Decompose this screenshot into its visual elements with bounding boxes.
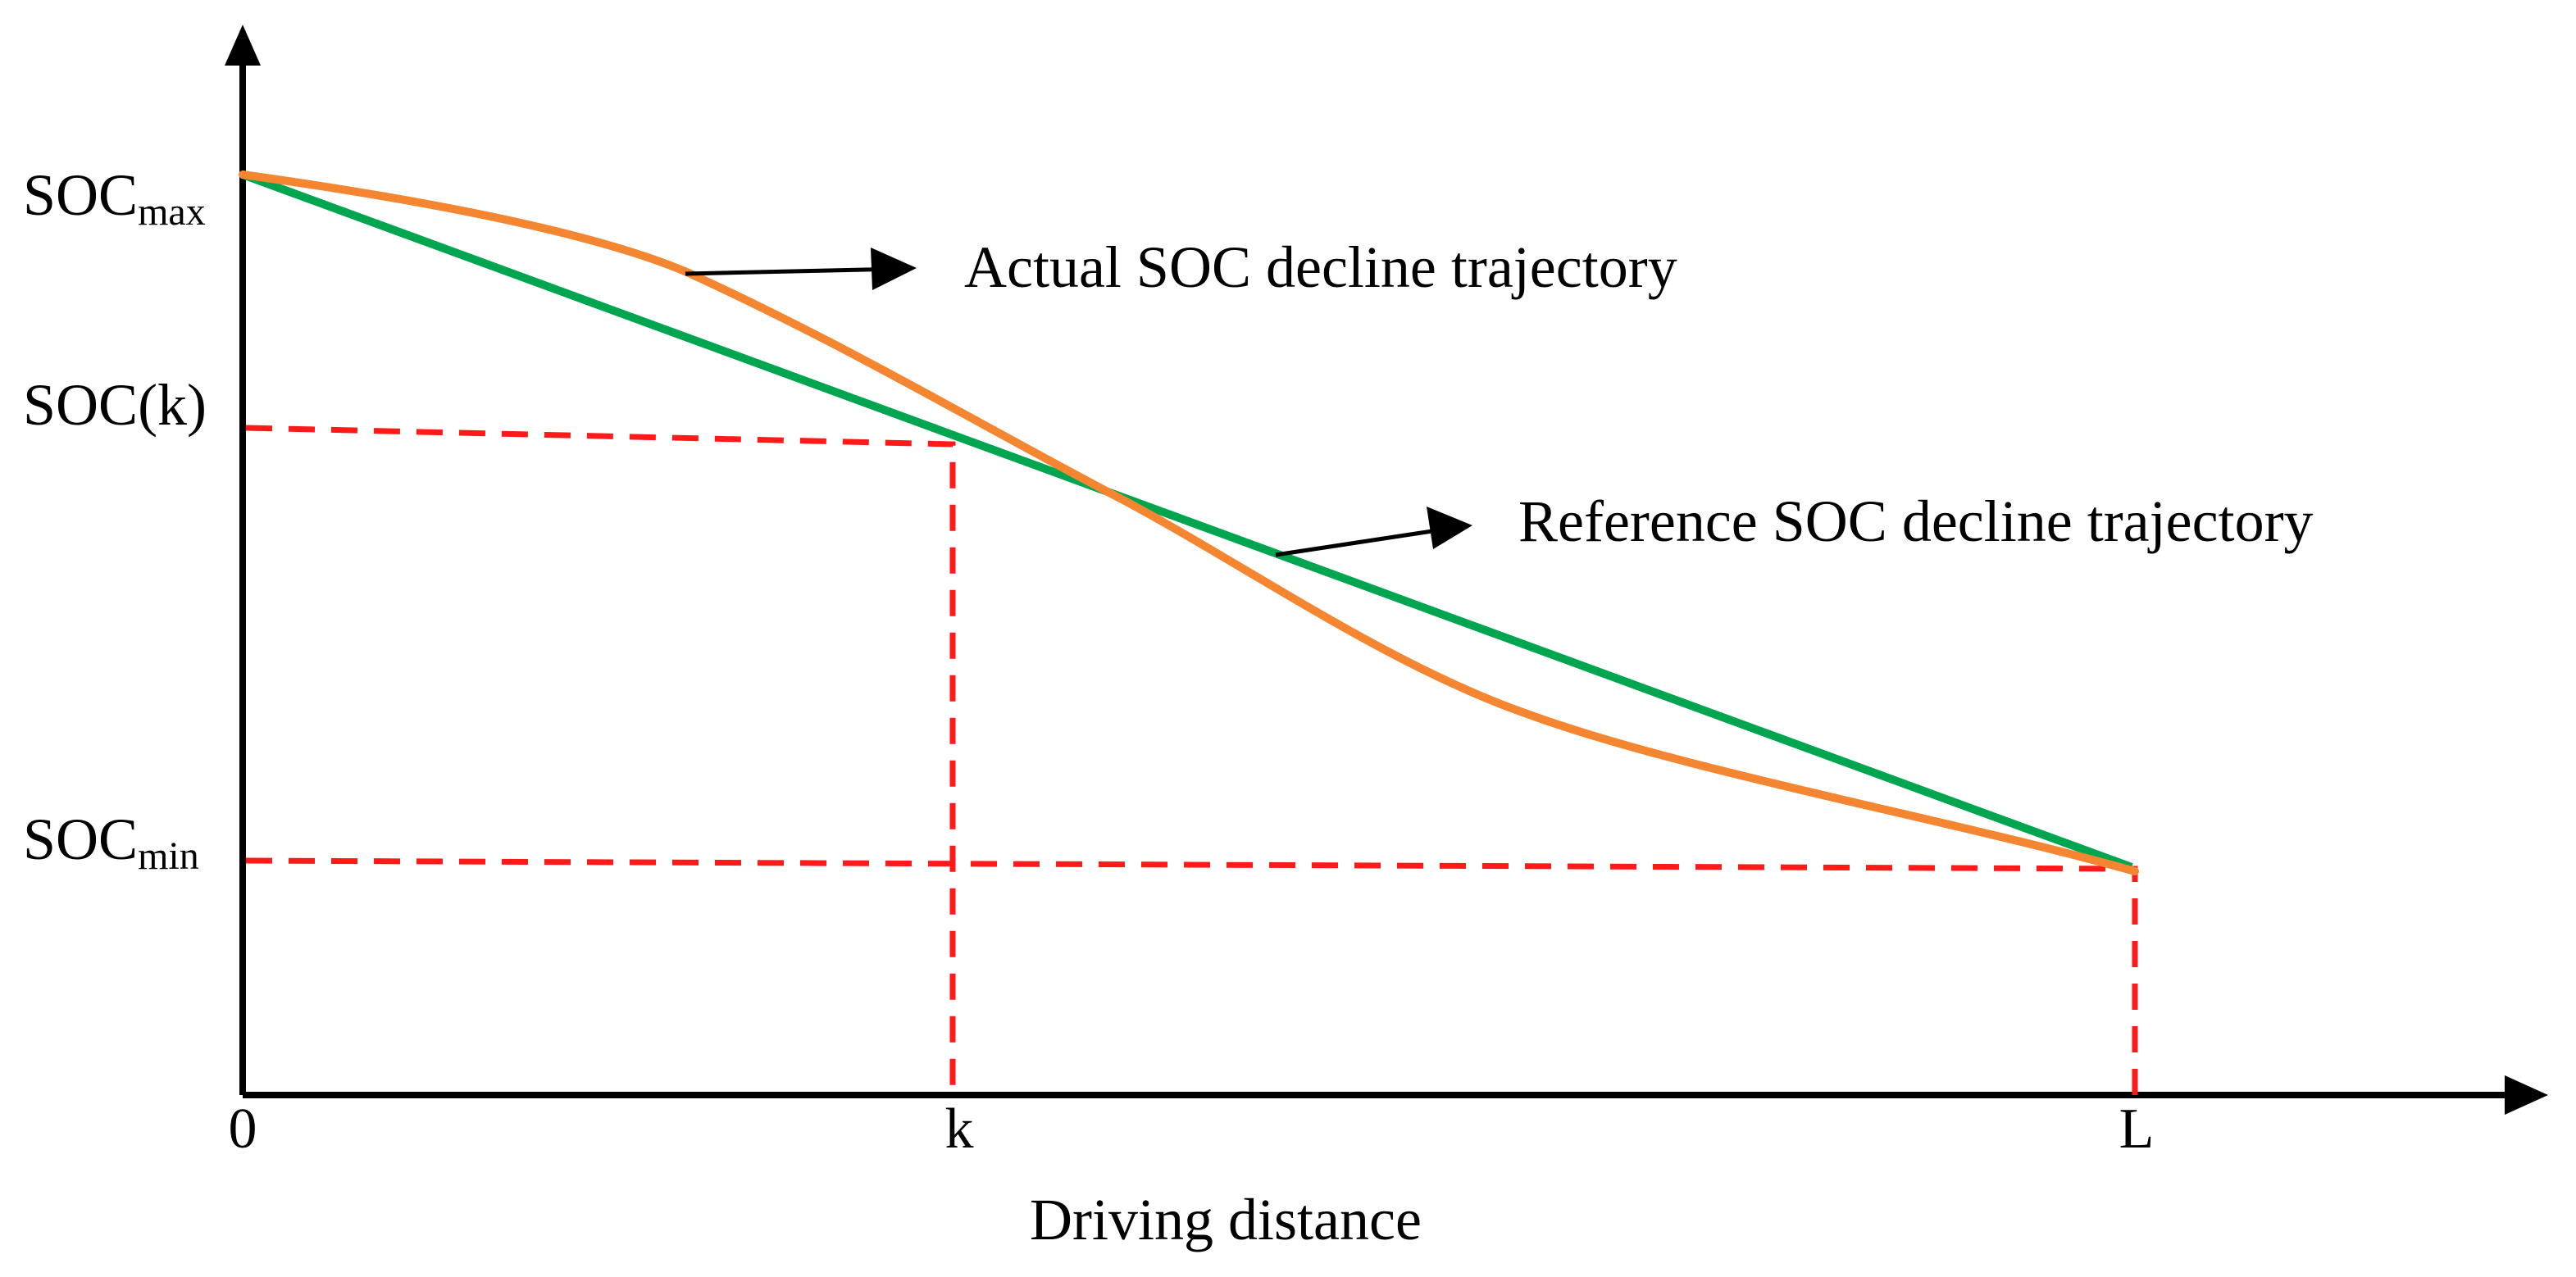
actual-pointer-arrowhead-icon	[871, 248, 917, 290]
soc-max-label: SOCmax	[23, 162, 206, 234]
actual-pointer-arrow	[685, 266, 903, 276]
actual-trajectory-curve	[239, 170, 2139, 875]
x-axis-title: Driving distance	[1030, 1187, 1422, 1252]
x-tick-origin: 0	[229, 1097, 257, 1161]
soc-k-label: SOC(k)	[23, 372, 207, 438]
soc-min-guide-line	[245, 857, 2138, 1095]
soc-min-sub: min	[138, 834, 199, 878]
soc-min-label: SOCmin	[23, 807, 199, 878]
soc-min-main: SOC	[23, 807, 138, 872]
x-axis-arrow-icon	[2505, 1075, 2548, 1115]
y-axis-arrow-icon	[225, 25, 261, 66]
actual-trajectory-annotation: Actual SOC decline trajectory	[964, 234, 1677, 300]
soc-k-guide-line	[245, 425, 956, 1095]
soc-max-main: SOC	[23, 162, 138, 228]
reference-trajectory-line	[241, 170, 2133, 871]
x-tick-k: k	[945, 1097, 974, 1161]
reference-pointer-arrowhead-icon	[1427, 507, 1472, 549]
soc-max-sub: max	[138, 190, 206, 234]
x-tick-L: L	[2119, 1097, 2155, 1161]
reference-pointer-arrow	[1275, 527, 1444, 557]
reference-trajectory-annotation: Reference SOC decline trajectory	[1518, 489, 2314, 554]
